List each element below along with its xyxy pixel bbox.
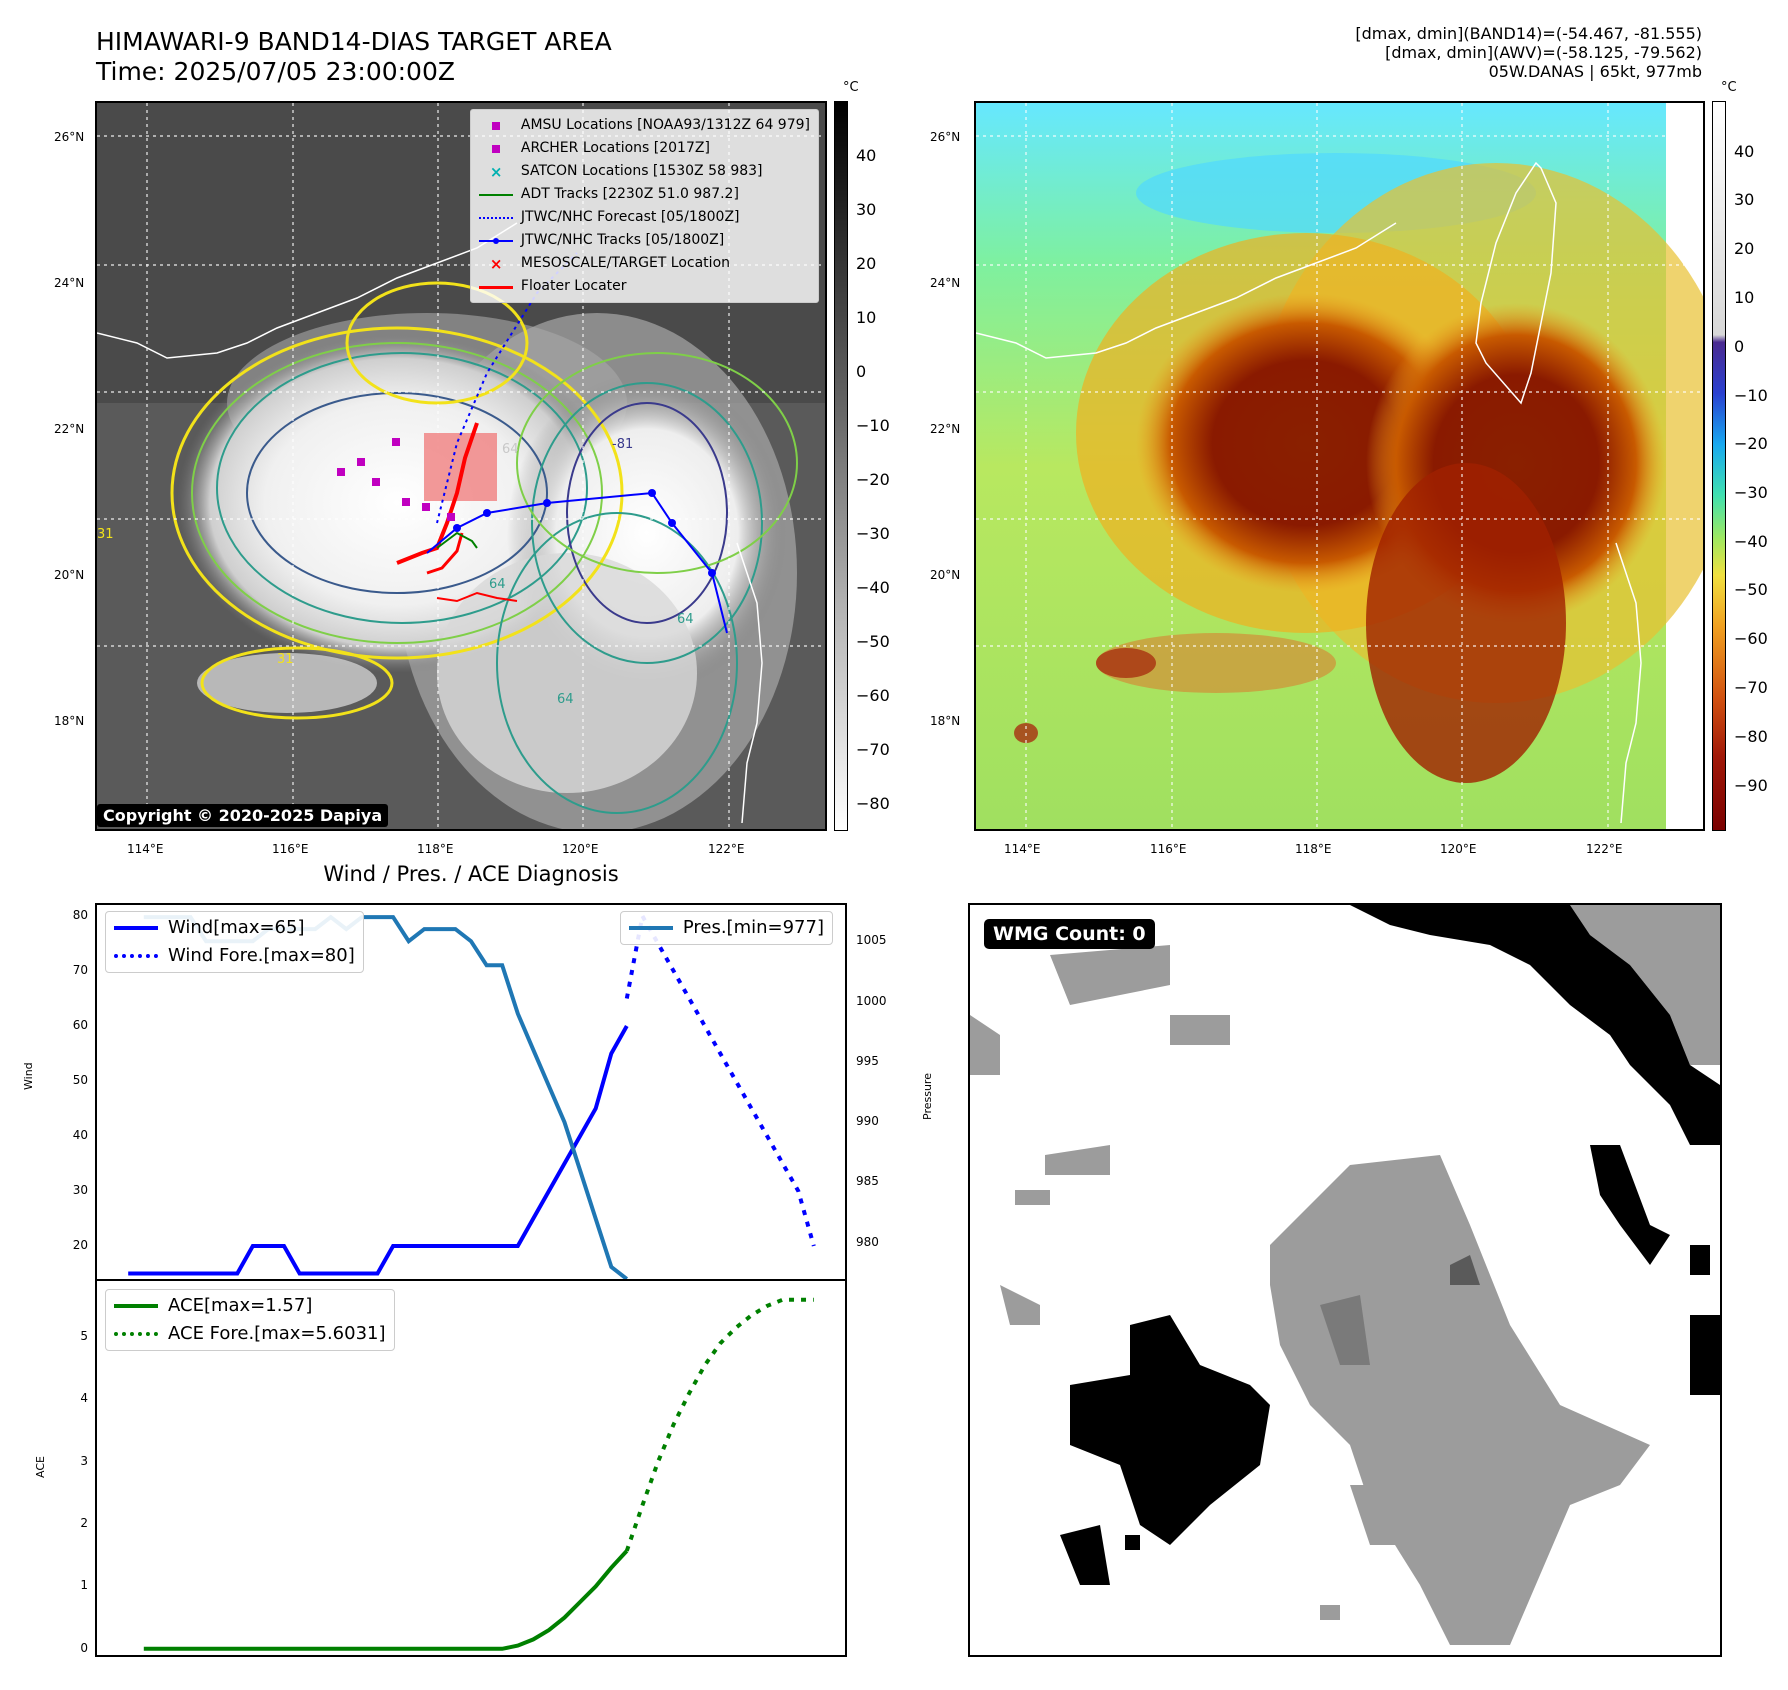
info-header: [dmax, dmin](BAND14)=(-54.467, -81.555) … bbox=[1355, 24, 1702, 81]
contour-label-2: -81 bbox=[612, 437, 633, 452]
legend-floater: Floater Locater bbox=[478, 275, 810, 298]
legend-jtwc-tracks: JTWC/NHC Tracks [05/1800Z] bbox=[478, 229, 810, 252]
track-legend: AMSU Locations [NOAA93/1312Z 64 979] ARC… bbox=[469, 109, 819, 303]
copyright-badge: Copyright © 2020-2025 Dapiya bbox=[97, 804, 389, 827]
lon-label-114-left: 114°E bbox=[127, 842, 164, 856]
x-marker-icon: × bbox=[489, 162, 503, 181]
ace-y-tick-4: 1 bbox=[80, 1578, 88, 1593]
info-awv: [dmax, dmin](AWV)=(-58.125, -79.562) bbox=[1385, 43, 1702, 62]
lon-label-120-left: 120°E bbox=[562, 842, 599, 856]
contour-label-6: 64 bbox=[557, 692, 574, 707]
legend-satcon: × SATCON Locations [1530Z 58 983] bbox=[479, 160, 810, 183]
right-colorbar-unit: °C bbox=[1721, 80, 1737, 95]
lon-label-122-left: 122°E bbox=[708, 842, 745, 856]
line-marker-icon bbox=[478, 279, 513, 295]
wind-y-tick-4: 40 bbox=[72, 1128, 88, 1142]
ace-panel[interactable]: ACE[max=1.57] ACE Fore.[max=5.6031] bbox=[95, 1279, 847, 1657]
lon-label-118-left: 118°E bbox=[417, 842, 454, 856]
figure-title-line2: Time: 2025/07/05 23:00:00Z bbox=[96, 57, 455, 86]
wind-y-tick-6: 20 bbox=[72, 1238, 88, 1252]
right-map-canvas bbox=[976, 103, 1703, 829]
legend-ace: ACE[max=1.57] bbox=[114, 1292, 386, 1320]
legend-mesoscale: × MESOSCALE/TARGET Location bbox=[479, 252, 810, 275]
legend-amsu: AMSU Locations [NOAA93/1312Z 64 979] bbox=[479, 114, 810, 137]
wind-pressure-panel[interactable]: Wind[max=65] Wind Fore.[max=80] Pres.[mi… bbox=[95, 903, 847, 1281]
contour-label-5: 31 bbox=[277, 652, 294, 667]
pressure-y-tick-4: 985 bbox=[856, 1174, 879, 1189]
diagnosis-title: Wind / Pres. / ACE Diagnosis bbox=[323, 862, 619, 886]
ace-canvas bbox=[143, 1297, 814, 1651]
lon-label-116-left: 116°E bbox=[272, 842, 309, 856]
lat-label-22-left: 22°N bbox=[54, 422, 85, 436]
wmg-panel[interactable]: WMG Count: 0 bbox=[968, 903, 1722, 1657]
wind-y-tick-3: 50 bbox=[72, 1073, 88, 1087]
info-band14: [dmax, dmin](BAND14)=(-54.467, -81.555) bbox=[1355, 24, 1702, 43]
lat-label-22-right: 22°N bbox=[930, 422, 961, 436]
line-dot-icon bbox=[478, 233, 513, 249]
wind-axis-label: Wind bbox=[22, 1062, 35, 1090]
left-colorbar bbox=[834, 101, 848, 831]
pressure-y-tick-3: 990 bbox=[856, 1114, 879, 1129]
pressure-legend: Pres.[min=977] bbox=[619, 911, 833, 945]
pressure-y-tick-1: 1000 bbox=[856, 993, 887, 1008]
legend-archer: ARCHER Locations [2017Z] bbox=[479, 137, 810, 160]
ace-y-tick-3: 2 bbox=[80, 1516, 88, 1531]
ace-series-line bbox=[143, 1549, 629, 1651]
lon-label-118-right: 118°E bbox=[1295, 842, 1332, 856]
contour-label-7: 64 bbox=[677, 612, 694, 627]
ace-y-tick-2: 3 bbox=[80, 1453, 88, 1468]
ace-y-tick-0: 5 bbox=[80, 1329, 88, 1344]
left-ir-map[interactable]: 64 -81 64 31 31 64 64 AMSU Locations [NO… bbox=[95, 101, 827, 831]
wind-forecast-line bbox=[624, 910, 816, 1247]
wind-y-tick-1: 70 bbox=[72, 963, 88, 977]
legend-wind-forecast: Wind Fore.[max=80] bbox=[114, 942, 355, 970]
legend-adt: ADT Tracks [2230Z 51.0 987.2] bbox=[478, 183, 810, 206]
x-marker-icon: × bbox=[489, 254, 503, 273]
legend-pressure: Pres.[min=977] bbox=[628, 914, 824, 942]
line-marker-icon bbox=[478, 187, 513, 203]
right-ir-map[interactable] bbox=[974, 101, 1705, 831]
lat-label-24-right: 24°N bbox=[930, 276, 961, 290]
ace-forecast-line bbox=[624, 1297, 814, 1552]
info-storm: 05W.DANAS | 65kt, 977mb bbox=[1488, 62, 1702, 81]
pressure-y-tick-0: 1005 bbox=[856, 933, 887, 948]
contour-label-4: 31 bbox=[97, 527, 114, 542]
ace-y-tick-5: 0 bbox=[80, 1640, 88, 1655]
lat-label-26-right: 26°N bbox=[930, 130, 961, 144]
wmg-count-badge: WMG Count: 0 bbox=[984, 919, 1155, 949]
lon-label-114-right: 114°E bbox=[1004, 842, 1041, 856]
wind-series-line bbox=[128, 1025, 629, 1276]
square-marker-icon bbox=[479, 118, 513, 134]
lon-label-122-right: 122°E bbox=[1586, 842, 1623, 856]
lon-label-120-right: 120°E bbox=[1440, 842, 1477, 856]
ace-axis-label: ACE bbox=[34, 1456, 47, 1478]
lat-label-20-left: 20°N bbox=[54, 568, 85, 582]
lat-label-24-left: 24°N bbox=[54, 276, 85, 290]
legend-jtwc-forecast: JTWC/NHC Forecast [05/1800Z] bbox=[478, 206, 810, 229]
wind-legend: Wind[max=65] Wind Fore.[max=80] bbox=[105, 911, 364, 973]
ace-y-tick-1: 4 bbox=[80, 1391, 88, 1406]
pressure-y-tick-2: 995 bbox=[856, 1053, 879, 1068]
pressure-y-tick-5: 980 bbox=[856, 1234, 879, 1249]
legend-wind: Wind[max=65] bbox=[114, 914, 355, 942]
lat-label-18-right: 18°N bbox=[930, 714, 961, 728]
wind-y-tick-0: 80 bbox=[72, 908, 88, 922]
pressure-axis-label: Pressure bbox=[921, 1073, 934, 1120]
lat-label-26-left: 26°N bbox=[54, 130, 85, 144]
legend-ace-forecast: ACE Fore.[max=5.6031] bbox=[114, 1320, 386, 1348]
wind-y-tick-5: 30 bbox=[72, 1183, 88, 1197]
lat-label-20-right: 20°N bbox=[930, 568, 961, 582]
lon-label-116-right: 116°E bbox=[1150, 842, 1187, 856]
lat-label-18-left: 18°N bbox=[54, 714, 85, 728]
left-colorbar-unit: °C bbox=[843, 80, 859, 95]
wind-y-tick-2: 60 bbox=[72, 1018, 88, 1032]
wmg-canvas bbox=[970, 905, 1720, 1655]
dotted-line-icon bbox=[478, 210, 513, 226]
right-colorbar bbox=[1712, 101, 1726, 831]
ace-legend: ACE[max=1.57] ACE Fore.[max=5.6031] bbox=[105, 1289, 395, 1351]
square-marker-icon bbox=[479, 141, 513, 157]
contour-label-1: 64 bbox=[502, 442, 519, 457]
contour-label-3: 64 bbox=[489, 577, 506, 592]
figure-title-line1: HIMAWARI-9 BAND14-DIAS TARGET AREA bbox=[96, 27, 612, 56]
